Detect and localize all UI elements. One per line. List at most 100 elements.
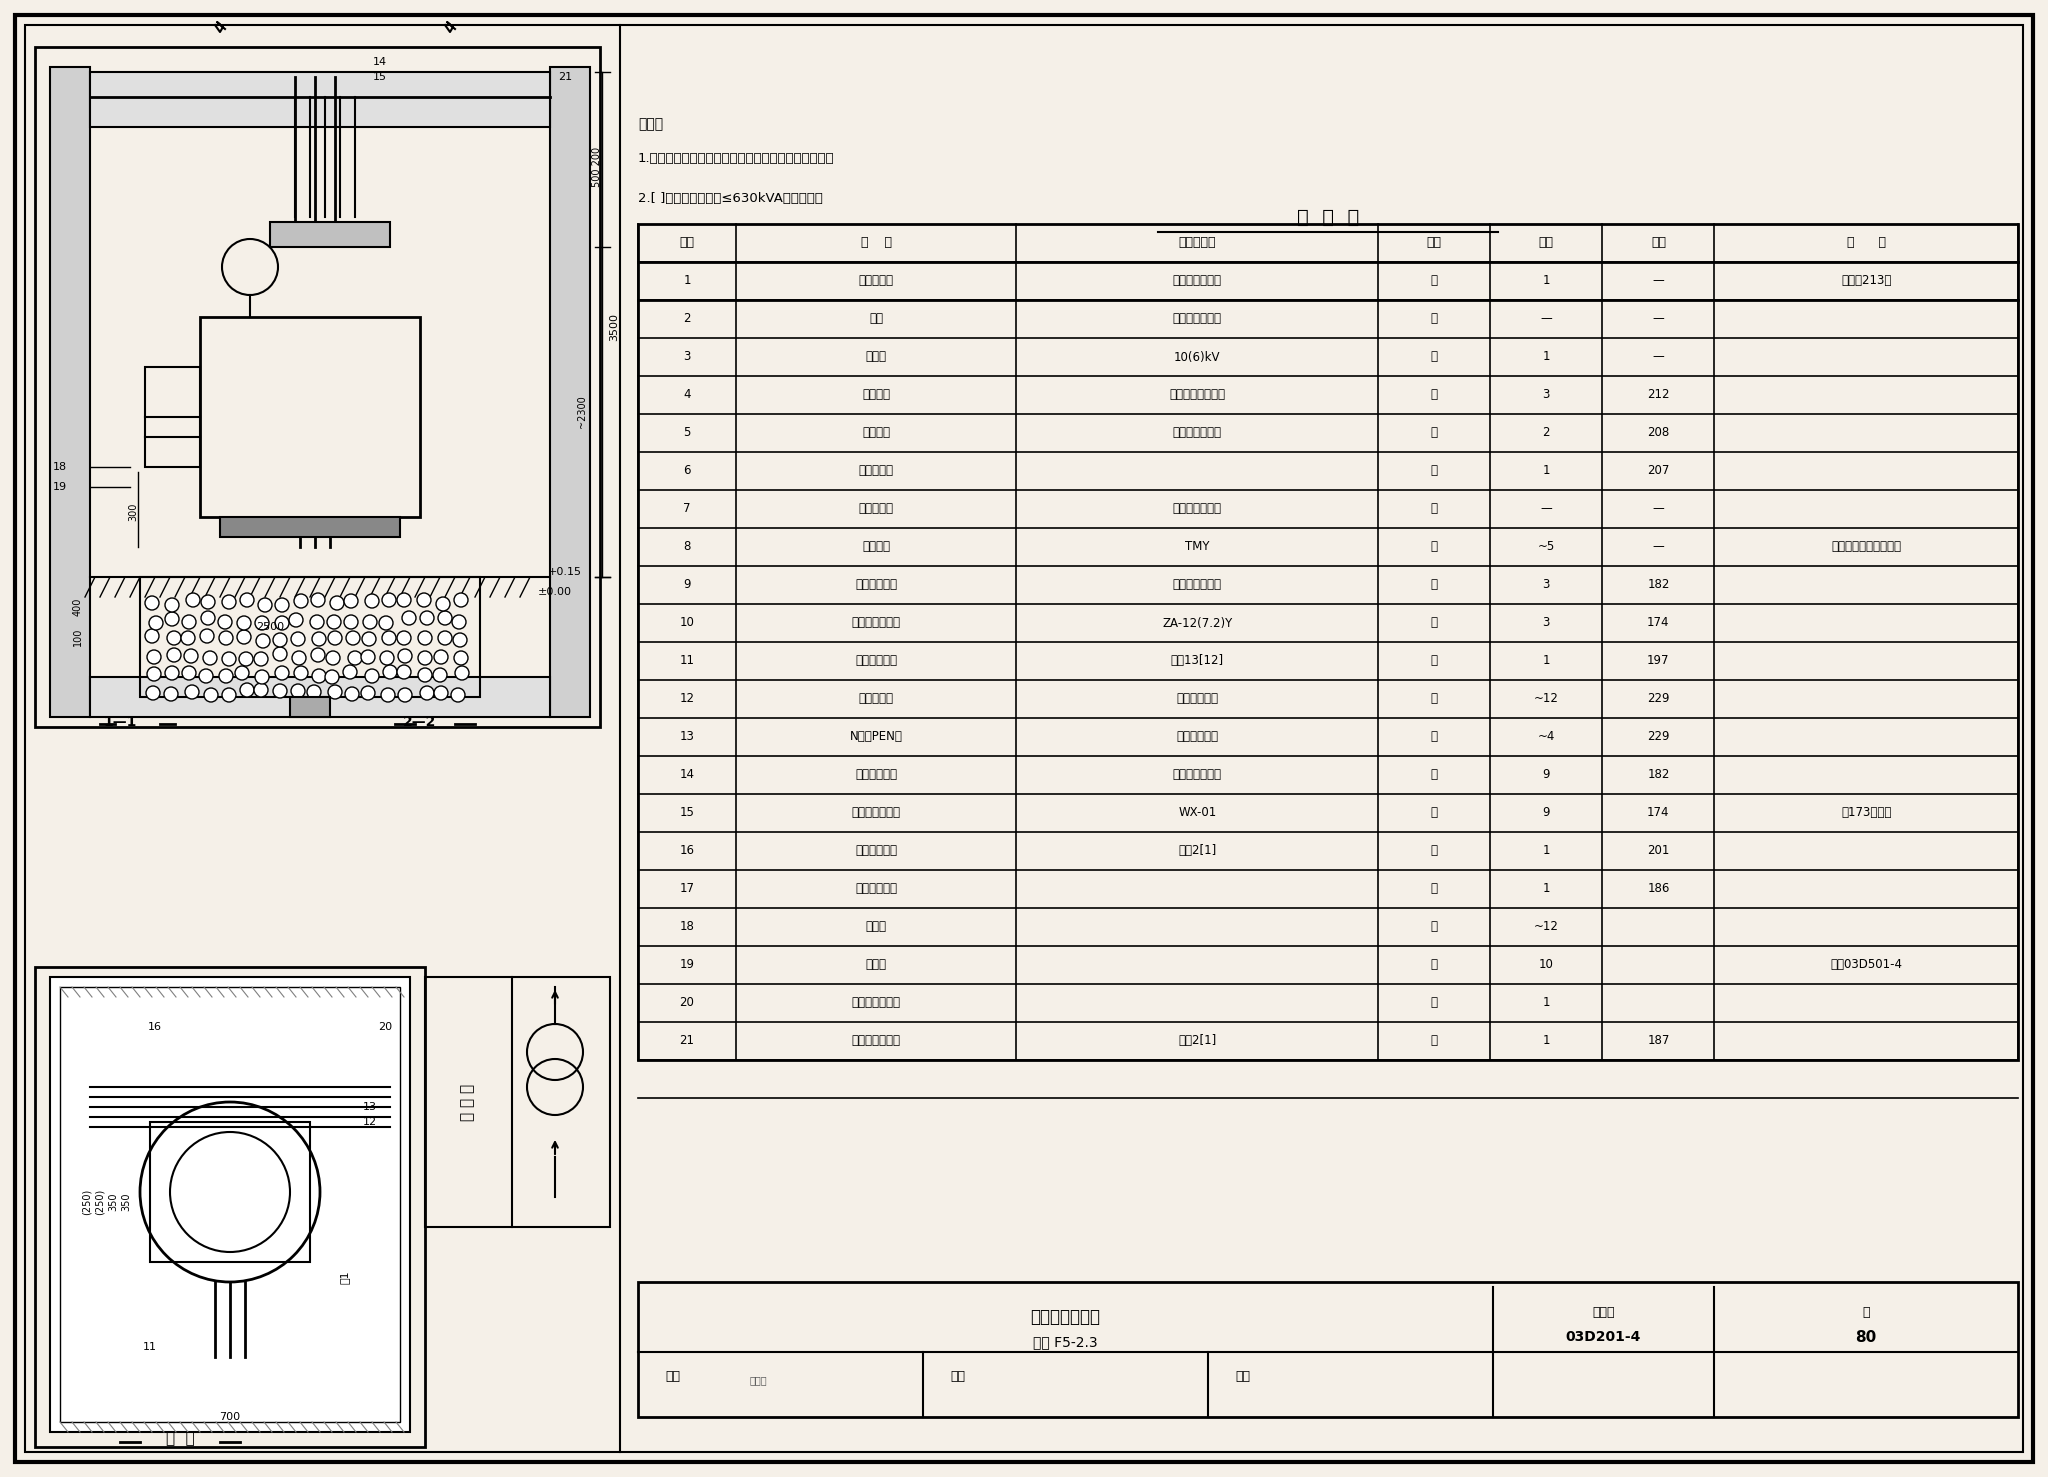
Text: 按母线截面确定: 按母线截面确定 bbox=[1174, 579, 1223, 591]
Text: 4: 4 bbox=[684, 388, 690, 402]
Circle shape bbox=[184, 668, 199, 682]
Circle shape bbox=[145, 632, 160, 645]
Text: 临时接地接线柱: 临时接地接线柱 bbox=[852, 997, 901, 1009]
Text: 电车线路绝缘子: 电车线路绝缘子 bbox=[852, 806, 901, 820]
Circle shape bbox=[182, 651, 197, 665]
Circle shape bbox=[186, 631, 201, 645]
Text: 1: 1 bbox=[1542, 882, 1550, 895]
Text: 1: 1 bbox=[1542, 1034, 1550, 1047]
Circle shape bbox=[254, 613, 266, 628]
Circle shape bbox=[293, 616, 305, 631]
Text: 3: 3 bbox=[684, 350, 690, 363]
Text: ZA-12(7.2)Y: ZA-12(7.2)Y bbox=[1161, 616, 1233, 629]
Circle shape bbox=[383, 614, 397, 629]
Bar bbox=[35, 967, 426, 1447]
Bar bbox=[426, 976, 610, 1227]
Circle shape bbox=[240, 611, 254, 626]
Bar bbox=[270, 222, 389, 247]
Text: 个: 个 bbox=[1432, 959, 1438, 972]
Text: 10(6)kV: 10(6)kV bbox=[1174, 350, 1221, 363]
Circle shape bbox=[256, 687, 268, 702]
Text: 03D201-4: 03D201-4 bbox=[1567, 1329, 1640, 1344]
Text: 电缆保护管: 电缆保护管 bbox=[858, 502, 893, 515]
Text: 21: 21 bbox=[557, 72, 571, 83]
Circle shape bbox=[309, 684, 324, 699]
Circle shape bbox=[328, 648, 342, 663]
Text: —: — bbox=[1653, 275, 1665, 288]
Text: 187: 187 bbox=[1647, 1034, 1669, 1047]
Circle shape bbox=[180, 592, 195, 607]
Circle shape bbox=[240, 595, 254, 609]
Circle shape bbox=[270, 629, 285, 642]
Circle shape bbox=[166, 682, 180, 697]
Text: 型式2[1]: 型式2[1] bbox=[1178, 1034, 1217, 1047]
Text: 按电缆芯截面确定: 按电缆芯截面确定 bbox=[1169, 388, 1225, 402]
Bar bbox=[90, 676, 551, 716]
Text: 米: 米 bbox=[1432, 693, 1438, 706]
Text: 1: 1 bbox=[1542, 654, 1550, 668]
Text: 1.侧墙上低压母线出线孔的平面位置由工程设计确定。: 1.侧墙上低压母线出线孔的平面位置由工程设计确定。 bbox=[639, 152, 836, 165]
Text: 201: 201 bbox=[1647, 845, 1669, 858]
Circle shape bbox=[182, 687, 197, 702]
Circle shape bbox=[168, 650, 180, 665]
Text: 接地线: 接地线 bbox=[866, 920, 887, 933]
Text: N线或PEN线: N线或PEN线 bbox=[850, 731, 903, 743]
Text: 电缆支架: 电缆支架 bbox=[862, 427, 891, 440]
Text: 个: 个 bbox=[1432, 427, 1438, 440]
Text: 14: 14 bbox=[373, 58, 387, 66]
Circle shape bbox=[420, 648, 432, 662]
Bar bbox=[201, 318, 420, 517]
Text: 低压母线桥架: 低压母线桥架 bbox=[856, 845, 897, 858]
Text: 套: 套 bbox=[1432, 1034, 1438, 1047]
Text: 15: 15 bbox=[680, 806, 694, 820]
Text: +0.15: +0.15 bbox=[549, 567, 582, 578]
Circle shape bbox=[217, 684, 231, 699]
Text: 低压相母线: 低压相母线 bbox=[858, 693, 893, 706]
Circle shape bbox=[309, 650, 324, 665]
Text: 10: 10 bbox=[1538, 959, 1554, 972]
Bar bbox=[49, 66, 90, 716]
Text: 8: 8 bbox=[684, 541, 690, 554]
Text: 9: 9 bbox=[1542, 768, 1550, 781]
Circle shape bbox=[291, 650, 305, 665]
Text: 11: 11 bbox=[680, 654, 694, 668]
Circle shape bbox=[238, 671, 252, 684]
Circle shape bbox=[381, 648, 395, 662]
Circle shape bbox=[221, 597, 236, 611]
Circle shape bbox=[205, 598, 217, 611]
Text: ~5: ~5 bbox=[1538, 541, 1554, 554]
Circle shape bbox=[219, 631, 233, 645]
Text: 接地见213页: 接地见213页 bbox=[1841, 275, 1892, 288]
Circle shape bbox=[276, 666, 291, 679]
Text: 页次: 页次 bbox=[1651, 236, 1665, 250]
Text: 低压母线夹板: 低压母线夹板 bbox=[856, 882, 897, 895]
Text: 电缆头支架: 电缆头支架 bbox=[858, 464, 893, 477]
Text: 个: 个 bbox=[1432, 464, 1438, 477]
Text: 变压器室布置图: 变压器室布置图 bbox=[1030, 1309, 1100, 1326]
Text: 页: 页 bbox=[1862, 1306, 1870, 1319]
Circle shape bbox=[201, 632, 213, 645]
Circle shape bbox=[330, 666, 342, 679]
Circle shape bbox=[401, 634, 416, 647]
Text: 型式13[12]: 型式13[12] bbox=[1171, 654, 1225, 668]
Text: 名    称: 名 称 bbox=[860, 236, 891, 250]
Bar bbox=[291, 697, 330, 716]
Text: 见附录（四）: 见附录（四） bbox=[1176, 731, 1219, 743]
Text: 1: 1 bbox=[1542, 845, 1550, 858]
Circle shape bbox=[432, 595, 446, 609]
Text: 14: 14 bbox=[680, 768, 694, 781]
Text: 由工程设计确定: 由工程设计确定 bbox=[1174, 275, 1223, 288]
Text: 主 接 线: 主 接 线 bbox=[461, 1084, 475, 1121]
Text: 个: 个 bbox=[1432, 806, 1438, 820]
Text: 由工程设计确定: 由工程设计确定 bbox=[1174, 502, 1223, 515]
Circle shape bbox=[342, 682, 356, 697]
Text: TMY: TMY bbox=[1186, 541, 1210, 554]
Text: 10: 10 bbox=[680, 616, 694, 629]
Circle shape bbox=[416, 634, 428, 647]
Text: 208: 208 bbox=[1647, 427, 1669, 440]
Text: 350: 350 bbox=[109, 1193, 119, 1211]
Text: 图集号: 图集号 bbox=[1591, 1306, 1614, 1319]
Circle shape bbox=[221, 611, 236, 626]
Circle shape bbox=[436, 613, 451, 628]
Text: 按电缆外径确定: 按电缆外径确定 bbox=[1174, 427, 1223, 440]
